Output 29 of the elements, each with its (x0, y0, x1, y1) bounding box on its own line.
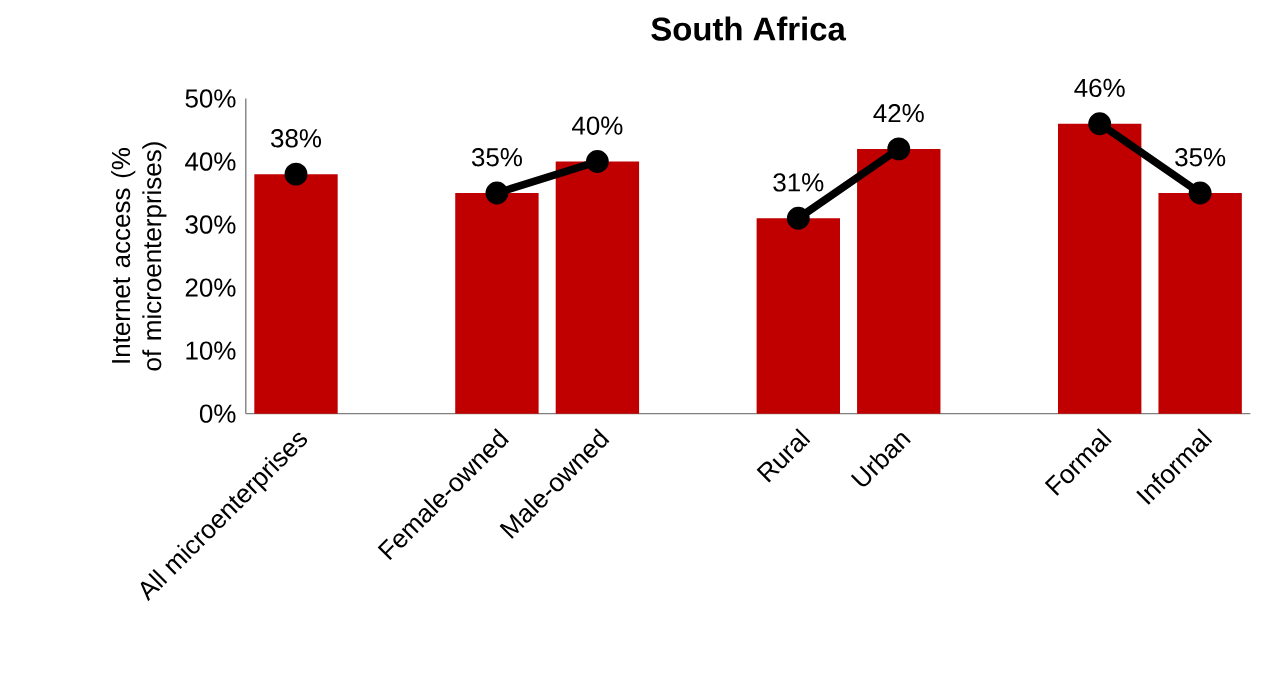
y-axis-title: Internet access (% of microenterprises) (111, 142, 167, 371)
data-label: 38% (271, 129, 322, 148)
bar (254, 174, 338, 414)
data-label: 35% (471, 148, 522, 167)
y-tick-label: 50% (185, 89, 236, 108)
data-label: 42% (873, 104, 924, 123)
y-tick-label: 40% (185, 152, 236, 171)
bar (555, 161, 640, 414)
data-label: 31% (773, 173, 824, 192)
bar (455, 193, 539, 414)
point (585, 150, 609, 174)
point (786, 207, 810, 230)
y-tick-label: 20% (185, 278, 236, 298)
data-label: 35% (1175, 148, 1226, 167)
chart-title: South Africa (651, 16, 847, 41)
point (1188, 181, 1212, 205)
point (485, 181, 509, 205)
y-tick-label: 30% (185, 215, 236, 235)
bar (857, 149, 941, 414)
bar (1158, 193, 1242, 414)
data-label: 40% (572, 116, 623, 136)
point (284, 162, 308, 186)
bar (1057, 123, 1142, 414)
point (887, 137, 911, 161)
point (1088, 112, 1112, 136)
y-tick-label: 10% (186, 341, 236, 361)
bar (756, 218, 840, 414)
y-tick-label: 0% (199, 404, 236, 424)
data-label: 46% (1074, 78, 1125, 98)
